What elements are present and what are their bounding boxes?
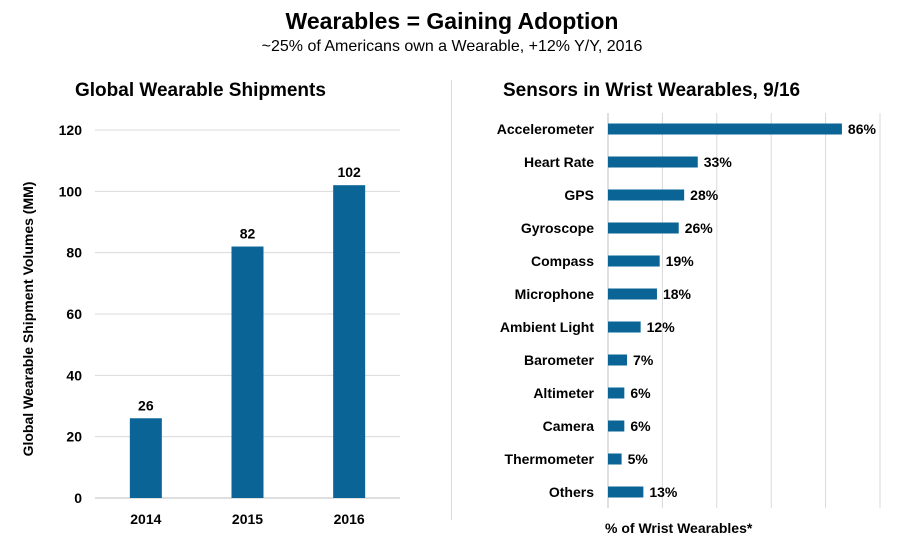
category-label: GPS [564,187,594,203]
bar [608,288,657,300]
x-tick-label: 2016 [334,511,365,527]
bar [608,156,698,168]
bar [608,189,685,201]
y-tick-label: 60 [66,306,82,322]
data-label: 7% [633,352,654,368]
category-label: Gyroscope [521,220,594,236]
bar [608,222,679,234]
data-label: 6% [630,418,651,434]
bar [608,387,625,399]
data-label: 12% [647,319,676,335]
data-label: 102 [337,164,361,180]
data-label: 28% [690,187,719,203]
x-tick-label: 2014 [130,511,161,527]
left-chart-title: Global Wearable Shipments [75,80,326,101]
bar [608,255,660,267]
y-tick-label: 100 [59,183,83,199]
bar [608,123,842,135]
bar [608,354,628,366]
category-label: Altimeter [533,385,594,401]
x-tick-label: 2015 [232,511,263,527]
y-axis-title: Global Wearable Shipment Volumes (MM) [20,182,36,457]
data-label: 13% [649,484,678,500]
category-label: Barometer [524,352,595,368]
category-label: Accelerometer [497,121,595,137]
category-label: Heart Rate [524,154,594,170]
data-label: 26% [685,220,714,236]
x-axis-title: % of Wrist Wearables* [605,520,753,536]
bar [333,185,366,498]
category-label: Compass [531,253,594,269]
data-label: 86% [848,121,877,137]
data-label: 82 [240,226,256,242]
y-tick-label: 0 [74,490,82,506]
page-subtitle: ~25% of Americans own a Wearable, +12% Y… [261,38,643,55]
category-label: Camera [543,418,595,434]
bar [608,486,644,498]
data-label: 19% [666,253,695,269]
data-label: 33% [704,154,733,170]
page-title: Wearables = Gaining Adoption [285,8,619,34]
y-tick-label: 40 [66,367,82,383]
bar [608,321,641,333]
data-label: 6% [630,385,651,401]
panel-divider [451,80,452,520]
bar [129,418,162,498]
bar [608,453,622,465]
category-label: Thermometer [505,451,595,467]
bar [231,246,264,498]
y-tick-label: 80 [66,245,82,261]
category-label: Microphone [515,286,595,302]
right-chart-title: Sensors in Wrist Wearables, 9/16 [503,80,801,101]
data-label: 26 [138,397,154,413]
y-tick-label: 120 [59,122,83,138]
y-tick-label: 20 [66,429,82,445]
category-label: Others [549,484,594,500]
data-label: 5% [628,451,649,467]
category-label: Ambient Light [500,319,594,335]
data-label: 18% [663,286,692,302]
bar [608,420,625,432]
